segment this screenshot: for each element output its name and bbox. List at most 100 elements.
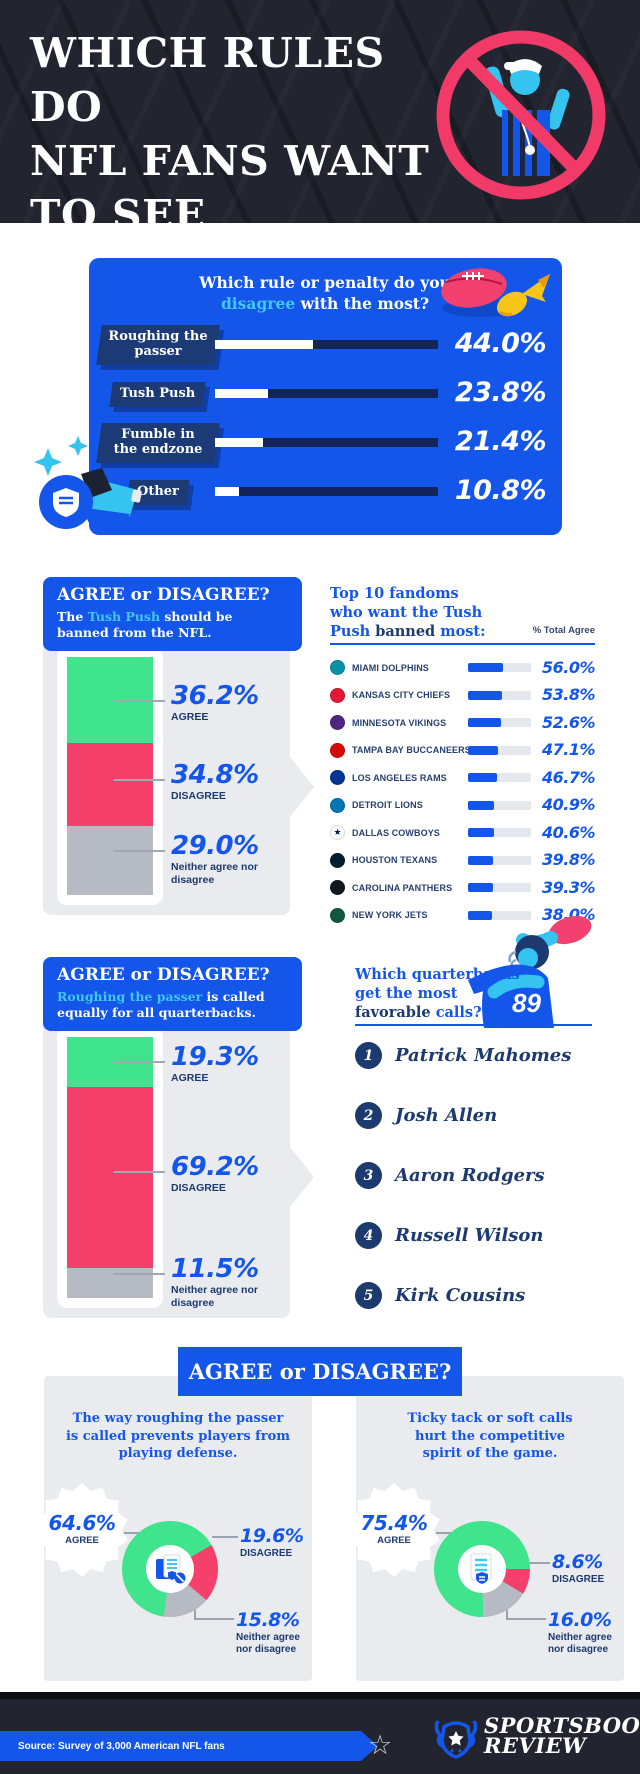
dallas-cowboys-logo-icon: ★ <box>330 825 345 841</box>
donut-chart <box>122 1521 218 1617</box>
nfl-document-icon <box>470 1553 492 1584</box>
team-bar-track <box>468 690 531 700</box>
poll-row: Other 10.8% <box>89 470 562 514</box>
svg-text:89: 89 <box>512 988 541 1018</box>
neither-value: 16.0% <box>548 1609 612 1631</box>
team-bar-fill <box>468 745 498 755</box>
disagree-value: 19.6% <box>240 1525 304 1547</box>
source-ribbon: Source: Survey of 3,000 American NFL fan… <box>0 1731 378 1761</box>
qb-list-item: 2 Josh Allen <box>355 1102 497 1129</box>
callout-line <box>506 1618 546 1620</box>
page-title: WHICH RULES DO NFL FANS WANT TO SEE BANN… <box>30 26 440 223</box>
agree-value: 75.4% <box>360 1511 428 1536</box>
team-bar-fill <box>468 690 502 700</box>
poll-value: 23.8% <box>454 377 547 408</box>
rank-badge: 2 <box>355 1102 382 1129</box>
agree-label: AGREE <box>65 1535 99 1547</box>
callout-line <box>113 850 165 852</box>
team-bar-track <box>468 828 531 838</box>
team-bar-track <box>468 910 531 920</box>
stat-value: 11.5% <box>171 1254 259 1284</box>
disagree-stat: 34.8% DISAGREE <box>171 761 287 803</box>
panel-question: The way roughing the passer is called pr… <box>65 1411 291 1462</box>
roughing-passer-card: 19.3% AGREE 69.2% DISAGREE 11.5% Neither… <box>43 957 314 1318</box>
stat-value: 34.8% <box>171 760 259 790</box>
neither-block <box>67 825 153 895</box>
team-bar-track <box>468 855 531 865</box>
team-bar-fill <box>468 855 494 865</box>
rank-badge: 5 <box>355 1282 382 1309</box>
divider-line <box>355 1024 592 1026</box>
qb-list-item: 1 Patrick Mahomes <box>355 1042 571 1069</box>
poll-bar-fill <box>215 438 263 447</box>
donut-hole <box>146 1545 194 1593</box>
team-name: DALLAS COWBOYS <box>352 827 440 838</box>
poll-bar-track <box>215 389 438 398</box>
team-value: 39.8% <box>541 850 596 870</box>
qb-name: Aaron Rodgers <box>395 1165 545 1186</box>
team-name: TAMPA BAY BUCCANEERS <box>352 745 471 756</box>
tush-push-card-body: 36.2% AGREE 34.8% DISAGREE 29.0% Neither… <box>43 637 314 915</box>
qb-name: Russell Wilson <box>395 1225 544 1246</box>
los-angeles-rams-logo-icon <box>330 770 345 786</box>
qb-name: Kirk Cousins <box>395 1285 526 1306</box>
team-name: MINNESOTA VIKINGS <box>352 717 447 728</box>
donut-hole <box>458 1545 506 1593</box>
houston-texans-logo-icon <box>330 852 345 868</box>
stat-label: AGREE <box>171 1072 209 1084</box>
disagree-block <box>67 1087 153 1268</box>
column-header: % Total Agree <box>532 625 595 636</box>
title-line-2: NFL FANS WANT <box>30 137 430 186</box>
carolina-panthers-logo-icon <box>330 880 345 896</box>
agree-starburst-badge: 75.4% AGREE <box>348 1483 440 1577</box>
poll-category-chip: Roughing the passer <box>96 325 220 365</box>
fandoms-title: Top 10 fandoms who want the Tush Push ba… <box>330 585 486 640</box>
poll-bar-track <box>215 487 438 496</box>
agree-disagree-banner: AGREE or DISAGREE? <box>178 1347 462 1396</box>
team-bar-fill <box>468 828 494 838</box>
disagree-label: DISAGREE <box>240 1548 293 1559</box>
card-tail <box>290 757 314 817</box>
neither-block <box>67 1267 153 1298</box>
team-row: MIAMI DOLPHINS 56.0% <box>330 654 596 682</box>
title-line-3: TO SEE BANNED? <box>30 191 206 223</box>
disagree-stat: 8.6% DISAGREE <box>552 1552 640 1586</box>
team-bar-fill <box>468 773 498 783</box>
callout-line <box>524 1562 550 1564</box>
no-referee-icon <box>436 30 606 200</box>
neither-label: Neither agree nor disagree <box>548 1632 612 1655</box>
poll-bar-track <box>215 340 438 349</box>
callout-line <box>113 1273 165 1275</box>
poll-category-chip: Tush Push <box>109 381 207 407</box>
callout-line <box>212 1536 238 1538</box>
poll-value: 44.0% <box>454 328 547 359</box>
team-bar-track <box>468 663 531 673</box>
stat-label: DISAGREE <box>171 790 226 802</box>
neither-stat: 15.8% Neither agree nor disagree <box>236 1610 326 1656</box>
stat-value: 29.0% <box>171 831 259 861</box>
team-name: MIAMI DOLPHINS <box>352 662 429 673</box>
team-name: NEW YORK JETS <box>352 910 428 921</box>
team-bar-track <box>468 800 531 810</box>
agree-starburst-badge: 64.6% AGREE <box>36 1483 128 1577</box>
whistle-icon <box>34 436 142 529</box>
stat-value: 19.3% <box>171 1042 259 1072</box>
fandoms-section: Top 10 fandoms who want the Tush Push ba… <box>330 585 596 924</box>
agree-stat: 19.3% AGREE <box>171 1043 287 1085</box>
roughing-defense-panel: The way roughing the passer is called pr… <box>36 1376 312 1681</box>
minnesota-vikings-logo-icon <box>330 715 345 731</box>
star-icon: ☆ <box>368 1730 393 1760</box>
team-row: ★ DALLAS COWBOYS 40.6% <box>330 819 596 847</box>
rank-badge: 3 <box>355 1162 382 1189</box>
team-value: 46.7% <box>541 767 596 787</box>
neither-label: Neither agree nor disagree <box>236 1632 300 1655</box>
callout-line <box>113 779 165 781</box>
team-value: 47.1% <box>541 740 596 760</box>
stat-label: DISAGREE <box>171 1182 226 1194</box>
poll-category-label: Tush Push <box>120 385 196 401</box>
team-bar-fill <box>468 663 504 673</box>
agree-value: 64.6% <box>48 1511 116 1536</box>
card-question: Roughing the passer is called equally fo… <box>57 988 265 1020</box>
team-name: CAROLINA PANTHERS <box>352 882 453 893</box>
team-bar-track <box>468 745 531 755</box>
